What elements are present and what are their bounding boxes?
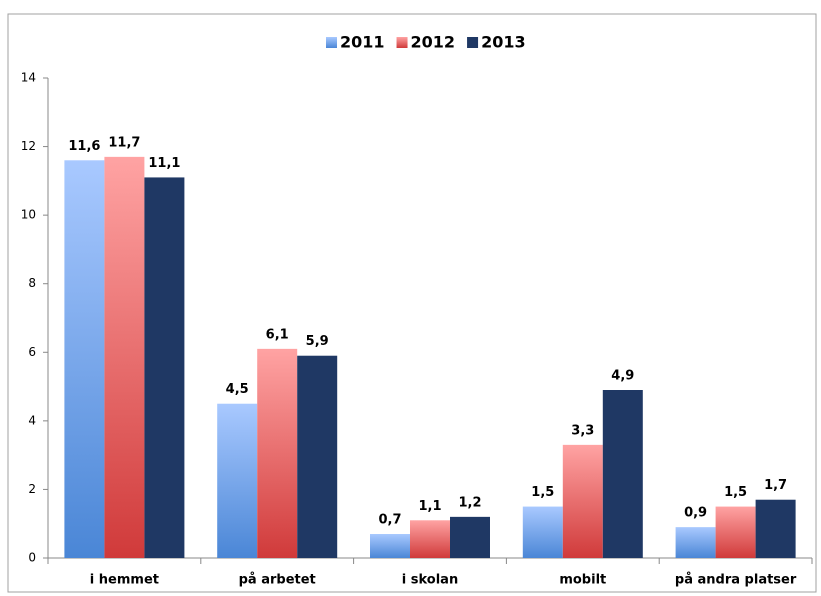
value-label: 1,5 — [531, 485, 554, 500]
x-tick-label: mobilt — [559, 573, 606, 588]
value-label: 5,9 — [306, 334, 329, 349]
x-tick-label: på arbetet — [239, 573, 316, 588]
bar — [104, 156, 145, 558]
value-label: 11,7 — [108, 135, 140, 150]
value-label: 1,5 — [724, 485, 747, 500]
y-tick-label: 6 — [28, 345, 36, 359]
y-tick-label: 12 — [21, 139, 36, 153]
bar — [410, 520, 450, 558]
bar — [370, 534, 410, 558]
legend-label: 2013 — [481, 33, 526, 52]
bar — [144, 177, 185, 558]
bar — [450, 516, 490, 558]
bar — [64, 160, 105, 559]
y-tick-label: 8 — [28, 276, 36, 290]
legend-swatch — [396, 37, 408, 48]
value-label: 11,6 — [68, 139, 100, 154]
legend-swatch — [467, 37, 479, 48]
legend-label: 2012 — [411, 33, 456, 52]
y-tick-label: 0 — [28, 551, 36, 565]
bar — [297, 355, 338, 558]
value-label: 0,9 — [684, 506, 707, 521]
x-tick-label: på andra platser — [675, 573, 797, 588]
value-label: 3,3 — [571, 423, 594, 438]
y-tick-label: 14 — [21, 71, 36, 85]
bar — [257, 348, 298, 558]
bar — [602, 390, 643, 558]
bar — [217, 403, 258, 558]
legend-swatch — [326, 37, 337, 48]
value-label: 4,5 — [226, 382, 249, 397]
bar — [755, 499, 796, 558]
value-label: 4,9 — [611, 369, 634, 384]
value-label: 6,1 — [266, 327, 289, 342]
legend-label: 2011 — [340, 33, 385, 52]
value-label: 1,1 — [418, 499, 441, 514]
bar — [522, 506, 563, 558]
value-label: 11,1 — [148, 156, 180, 171]
value-label: 1,2 — [458, 495, 481, 510]
value-label: 1,7 — [764, 478, 787, 493]
y-tick-label: 4 — [28, 413, 36, 427]
value-label: 0,7 — [378, 513, 401, 528]
bar — [675, 527, 716, 558]
x-tick-label: i hemmet — [90, 573, 159, 588]
x-tick-label: i skolan — [402, 573, 458, 588]
y-tick-label: 10 — [21, 208, 36, 222]
bar — [562, 444, 603, 558]
bar — [715, 506, 756, 558]
y-tick-label: 2 — [28, 482, 36, 496]
